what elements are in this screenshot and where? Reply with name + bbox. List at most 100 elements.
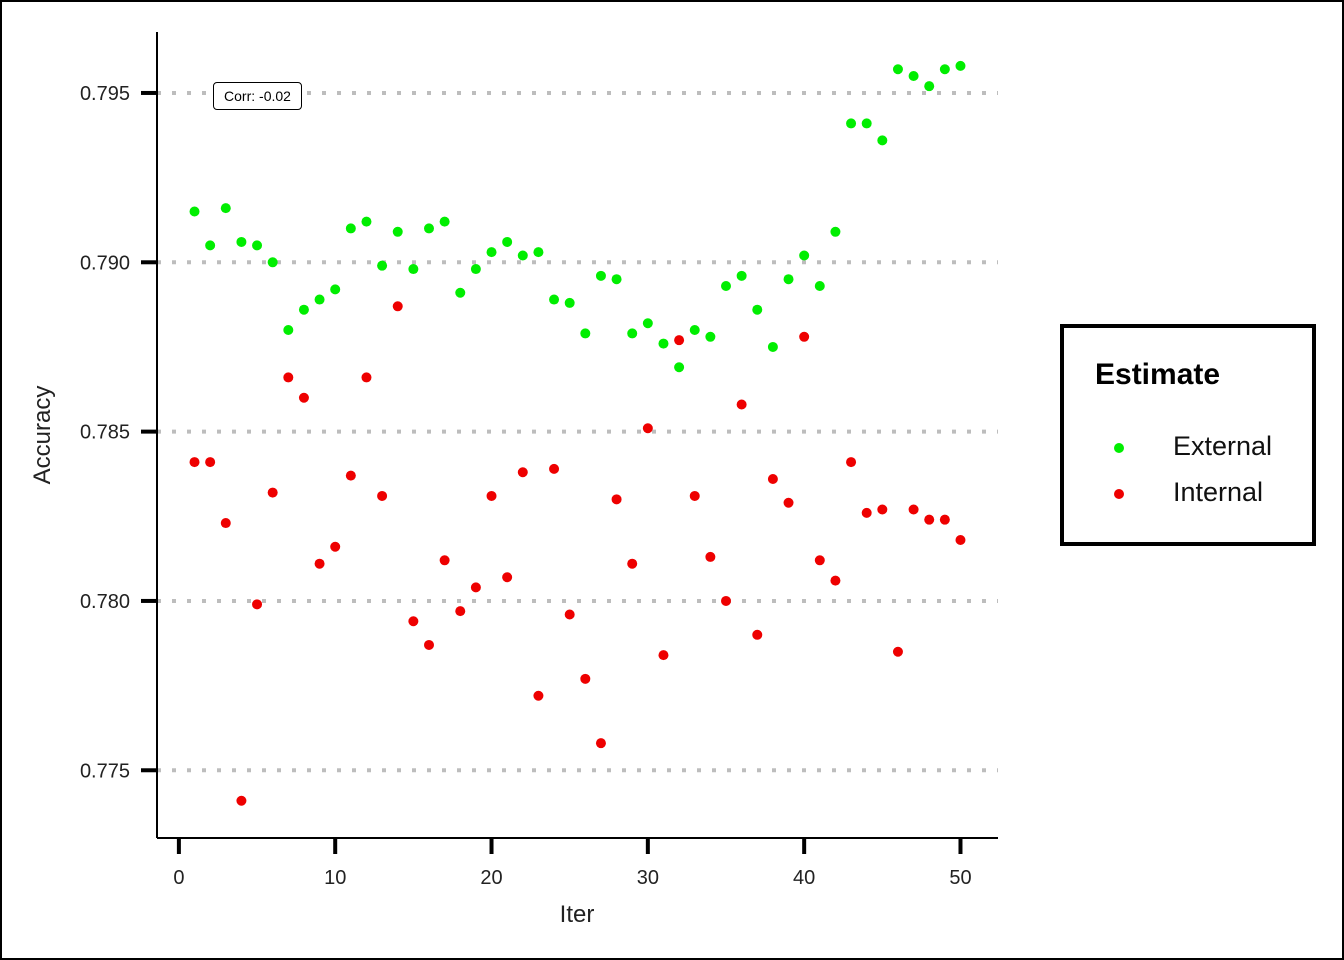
point-internal-42	[830, 575, 841, 586]
x-axis-title: Iter	[560, 901, 595, 928]
point-external-17	[439, 216, 450, 227]
point-external-16	[423, 223, 434, 234]
point-external-49	[939, 64, 950, 75]
point-internal-29	[627, 558, 638, 569]
x-tick-label-0: 0	[173, 867, 184, 889]
gridlines	[157, 90, 998, 773]
point-internal-5	[252, 599, 263, 610]
legend-title: Estimate	[1095, 358, 1221, 391]
point-internal-14	[392, 301, 403, 312]
point-internal-37	[752, 629, 763, 640]
correlation-annotation: Corr: -0.02	[213, 82, 302, 110]
legend-item-internal: Internal	[1064, 474, 1312, 514]
legend-label-external: External	[1173, 431, 1273, 461]
point-external-39	[783, 274, 794, 285]
point-external-21	[502, 236, 513, 247]
y-tick-label-1: 0.780	[80, 591, 130, 613]
y-axis-title: Accuracy	[29, 386, 56, 485]
point-internal-3	[220, 518, 231, 529]
point-external-40	[799, 250, 810, 261]
point-internal-22	[517, 467, 528, 478]
point-internal-30	[642, 423, 653, 434]
point-internal-48	[924, 514, 935, 525]
y-ticks: 0.775 0.780 0.785 0.790 0.795	[80, 83, 157, 782]
legend-label-internal: Internal	[1173, 477, 1264, 507]
y-tick-label-4: 0.795	[80, 83, 130, 105]
x-tick-label-5: 50	[949, 867, 971, 889]
point-internal-11	[345, 470, 356, 481]
point-internal-15	[408, 616, 419, 627]
point-external-18	[455, 287, 466, 298]
x-tick-label-3: 30	[637, 867, 659, 889]
point-external-22	[517, 250, 528, 261]
point-internal-50	[955, 534, 966, 545]
y-tick-label-2: 0.785	[80, 422, 130, 444]
legend-item-external: External	[1064, 428, 1312, 468]
point-internal-33	[689, 490, 700, 501]
point-external-31	[658, 338, 669, 349]
series-internal	[189, 301, 966, 806]
point-external-27	[595, 270, 606, 281]
legend-marker-internal	[1114, 489, 1124, 499]
point-external-11	[345, 223, 356, 234]
point-external-46	[892, 64, 903, 75]
point-internal-16	[423, 639, 434, 650]
point-internal-4	[236, 795, 247, 806]
point-internal-20	[486, 490, 497, 501]
point-external-36	[736, 270, 747, 281]
point-internal-24	[549, 463, 560, 474]
point-external-44	[861, 118, 872, 129]
point-external-38	[767, 341, 778, 352]
point-internal-2	[205, 457, 216, 468]
point-external-13	[377, 260, 388, 271]
point-external-33	[689, 325, 700, 336]
point-internal-25	[564, 609, 575, 620]
point-external-23	[533, 247, 544, 258]
point-internal-49	[939, 514, 950, 525]
point-internal-17	[439, 555, 450, 566]
y-tick-label-3: 0.790	[80, 252, 130, 274]
point-external-24	[549, 294, 560, 305]
point-internal-43	[846, 457, 857, 468]
series-external	[189, 60, 966, 373]
point-external-10	[330, 284, 341, 295]
point-internal-35	[721, 595, 732, 606]
point-internal-38	[767, 474, 778, 485]
point-internal-31	[658, 650, 669, 661]
point-external-2	[205, 240, 216, 251]
point-external-41	[814, 280, 825, 291]
legend: Estimate External Internal	[1060, 324, 1316, 546]
point-external-47	[908, 71, 919, 82]
point-internal-13	[377, 490, 388, 501]
point-internal-45	[877, 504, 888, 515]
point-external-20	[486, 247, 497, 258]
point-internal-34	[705, 551, 716, 562]
point-internal-39	[783, 497, 794, 508]
point-external-1	[189, 206, 200, 217]
point-external-34	[705, 331, 716, 342]
point-internal-32	[674, 335, 685, 346]
point-internal-28	[611, 494, 622, 505]
point-external-35	[721, 280, 732, 291]
point-external-6	[267, 257, 278, 268]
point-external-29	[627, 328, 638, 339]
point-external-9	[314, 294, 325, 305]
point-external-19	[470, 264, 481, 275]
point-internal-41	[814, 555, 825, 566]
point-external-4	[236, 236, 247, 247]
point-external-32	[674, 362, 685, 373]
point-external-7	[283, 325, 294, 336]
x-tick-label-2: 20	[480, 867, 502, 889]
point-external-50	[955, 60, 966, 71]
point-internal-19	[470, 582, 481, 593]
point-internal-18	[455, 606, 466, 617]
point-internal-40	[799, 331, 810, 342]
point-internal-8	[298, 392, 309, 403]
data-points	[189, 60, 966, 806]
point-external-48	[924, 81, 935, 92]
point-internal-10	[330, 541, 341, 552]
point-internal-26	[580, 673, 591, 684]
point-internal-36	[736, 399, 747, 410]
point-internal-9	[314, 558, 325, 569]
